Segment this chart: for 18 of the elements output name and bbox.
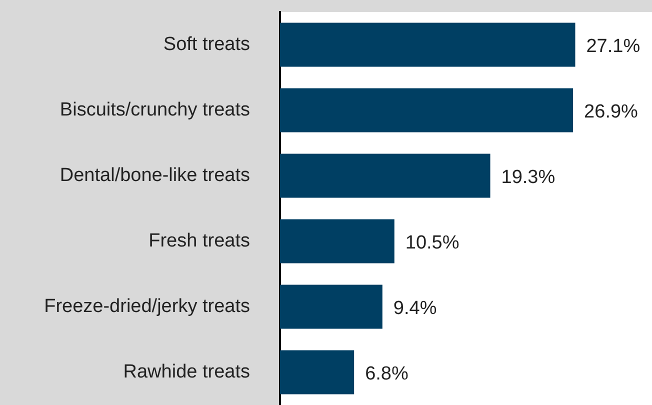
bar xyxy=(280,219,394,264)
bar xyxy=(280,154,490,198)
bar xyxy=(280,22,576,67)
data-label: 9.4% xyxy=(393,298,437,319)
y-tick-label: Fresh treats xyxy=(148,230,250,252)
data-label: 10.5% xyxy=(405,232,460,254)
y-tick-label: Freeze-dried/jerky treats xyxy=(44,296,250,317)
y-tick-label: Soft treats xyxy=(163,34,250,55)
bar xyxy=(280,284,382,329)
y-tick-label: Rawhide treats xyxy=(123,361,250,382)
bar xyxy=(280,88,574,132)
bar xyxy=(280,350,354,394)
data-label: 6.8% xyxy=(365,363,408,384)
data-label: 26.9% xyxy=(584,101,638,122)
y-tick-label: Dental/bone-like treats xyxy=(60,164,250,186)
y-tick-label: Biscuits/crunchy treats xyxy=(60,99,250,120)
data-label: 27.1% xyxy=(586,36,640,57)
data-label: 19.3% xyxy=(501,166,556,188)
